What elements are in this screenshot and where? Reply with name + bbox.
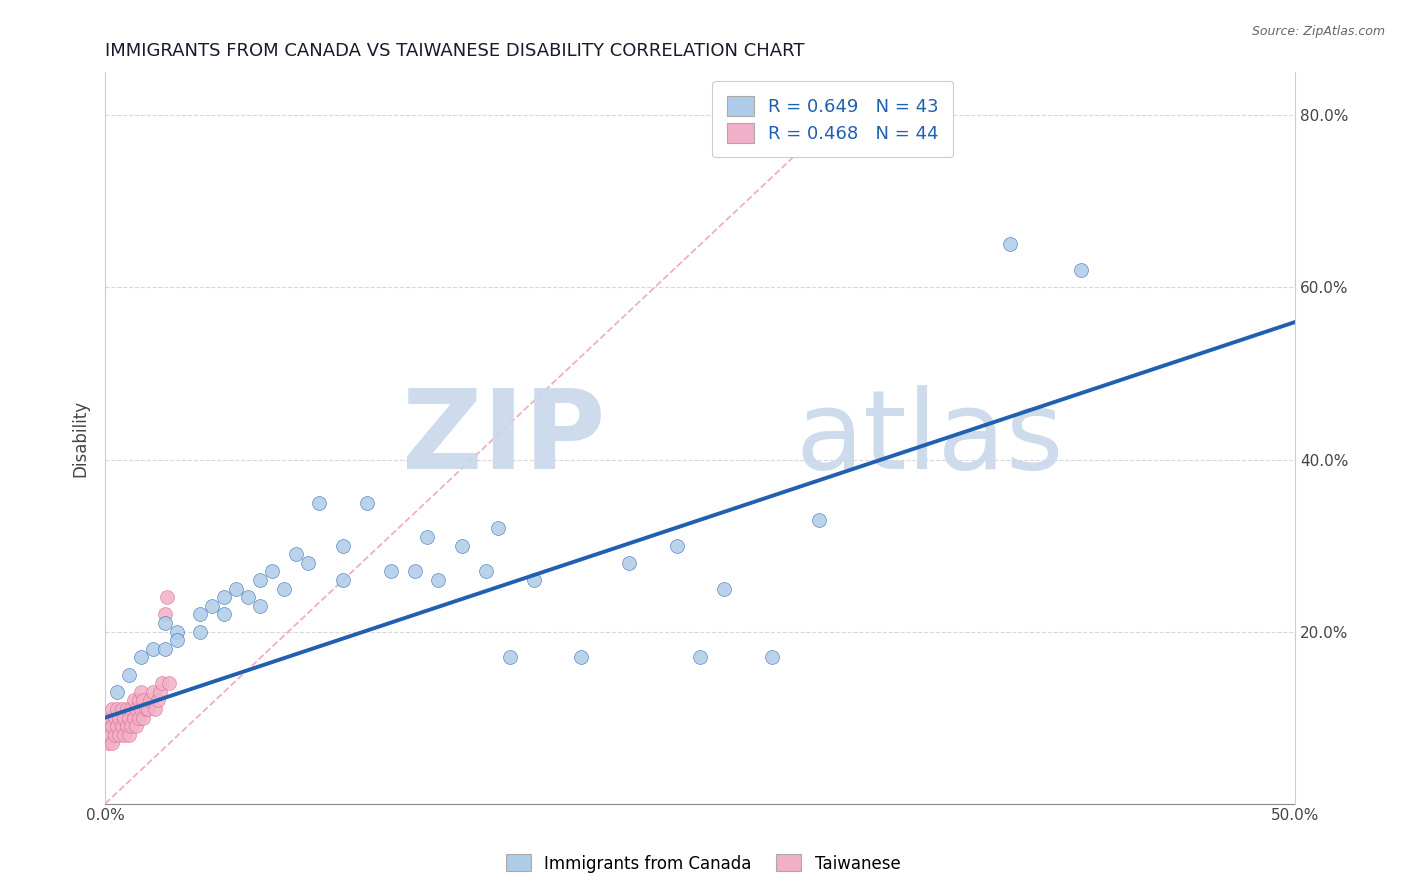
Point [201, 599, 224, 613]
Point [273, 582, 295, 596]
Point [132, 710, 155, 724]
Point [308, 495, 330, 509]
Point [122, 710, 145, 724]
Y-axis label: Disability: Disability [72, 400, 89, 476]
Point [139, 693, 162, 707]
Text: atlas: atlas [796, 384, 1064, 491]
Point [1070, 263, 1092, 277]
Point [115, 702, 138, 716]
Point [142, 641, 165, 656]
Text: IMMIGRANTS FROM CANADA VS TAIWANESE DISABILITY CORRELATION CHART: IMMIGRANTS FROM CANADA VS TAIWANESE DISA… [105, 42, 804, 60]
Legend: Immigrants from Canada, Taiwanese: Immigrants from Canada, Taiwanese [499, 847, 907, 880]
Point [112, 728, 135, 742]
Point [149, 685, 172, 699]
Point [332, 573, 354, 587]
Point [101, 702, 124, 716]
Point [105, 685, 128, 699]
Point [120, 702, 142, 716]
Point [108, 728, 131, 742]
Point [97, 736, 120, 750]
Point [451, 539, 474, 553]
Point [129, 685, 152, 699]
Point [415, 530, 437, 544]
Point [128, 693, 150, 707]
Point [101, 719, 124, 733]
Point [166, 633, 188, 648]
Point [486, 521, 509, 535]
Point [569, 650, 592, 665]
Point [761, 650, 783, 665]
Point [156, 590, 179, 604]
Text: ZIP: ZIP [402, 384, 605, 491]
Point [159, 676, 181, 690]
Point [125, 719, 148, 733]
Point [249, 599, 271, 613]
Point [998, 237, 1021, 252]
Point [150, 676, 173, 690]
Point [523, 573, 546, 587]
Point [146, 693, 169, 707]
Point [404, 565, 426, 579]
Point [427, 573, 450, 587]
Point [689, 650, 711, 665]
Point [225, 582, 247, 596]
Point [98, 710, 121, 724]
Point [135, 702, 157, 716]
Point [111, 719, 134, 733]
Point [475, 565, 498, 579]
Point [332, 539, 354, 553]
Point [98, 728, 121, 742]
Point [118, 667, 141, 681]
Point [212, 590, 235, 604]
Point [166, 624, 188, 639]
Point [111, 702, 134, 716]
Point [190, 624, 212, 639]
Point [108, 710, 131, 724]
Point [356, 495, 378, 509]
Point [153, 641, 176, 656]
Point [105, 719, 128, 733]
Point [499, 650, 522, 665]
Point [104, 728, 127, 742]
Point [128, 710, 150, 724]
Point [153, 607, 176, 622]
Point [125, 702, 148, 716]
Text: Source: ZipAtlas.com: Source: ZipAtlas.com [1251, 25, 1385, 38]
Point [153, 615, 176, 630]
Point [97, 719, 120, 733]
Point [236, 590, 259, 604]
Point [260, 565, 283, 579]
Point [136, 702, 159, 716]
Point [713, 582, 735, 596]
Point [122, 693, 145, 707]
Point [118, 728, 141, 742]
Point [380, 565, 402, 579]
Point [143, 702, 166, 716]
Point [112, 710, 135, 724]
Point [129, 650, 152, 665]
Legend: R = 0.649   N = 43, R = 0.468   N = 44: R = 0.649 N = 43, R = 0.468 N = 44 [711, 81, 953, 157]
Point [190, 607, 212, 622]
Point [297, 556, 319, 570]
Point [129, 702, 152, 716]
Point [132, 693, 155, 707]
Point [115, 719, 138, 733]
Point [120, 719, 142, 733]
Point [104, 710, 127, 724]
Point [617, 556, 640, 570]
Point [808, 513, 831, 527]
Point [105, 702, 128, 716]
Point [249, 573, 271, 587]
Point [101, 736, 124, 750]
Point [284, 547, 307, 561]
Point [212, 607, 235, 622]
Point [118, 710, 141, 724]
Point [142, 685, 165, 699]
Point [665, 539, 688, 553]
